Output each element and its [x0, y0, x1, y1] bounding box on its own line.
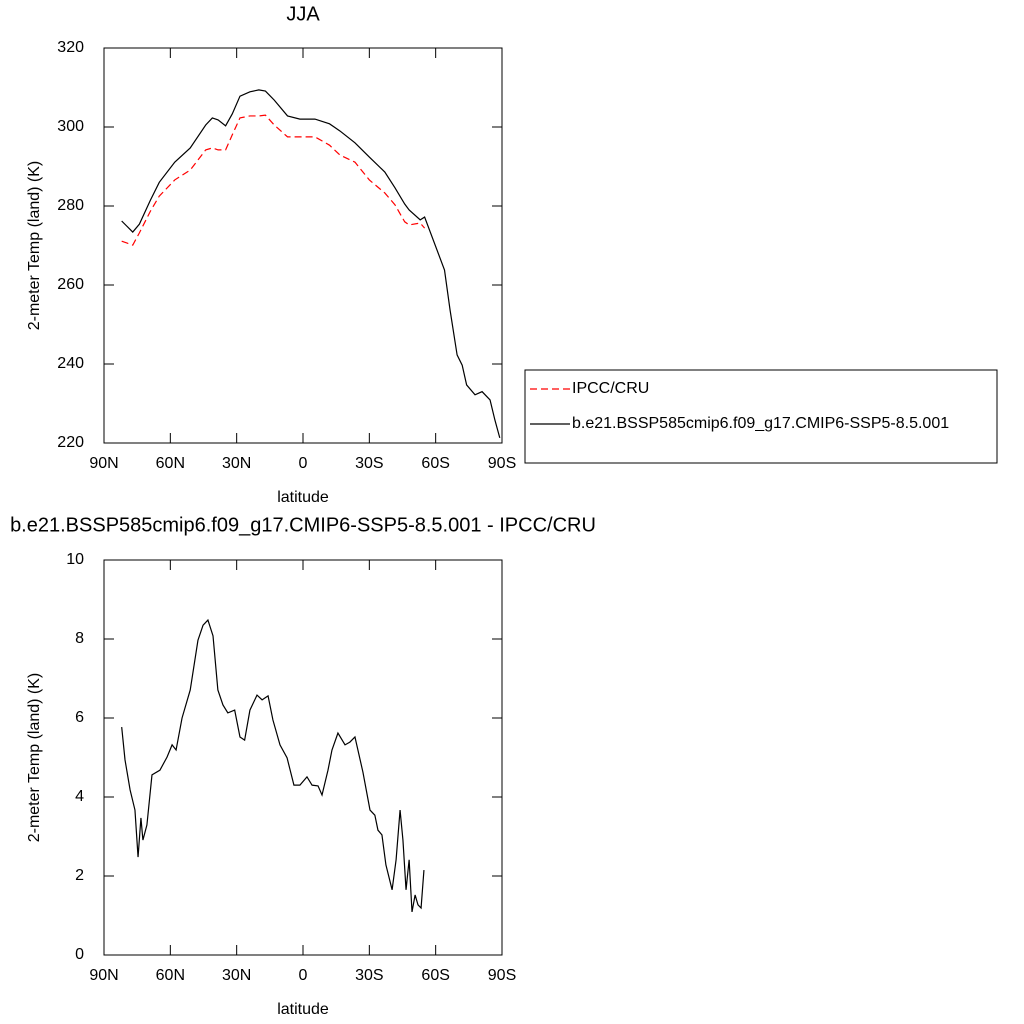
- y-tick-label: 300: [57, 118, 84, 135]
- y-tick-label: 220: [57, 434, 84, 451]
- legend-label: b.e21.BSSP585cmip6.f09_g17.CMIP6-SSP5-8.…: [572, 415, 949, 432]
- y-tick-label: 260: [57, 276, 84, 293]
- x-tick-label: 30N: [222, 455, 251, 472]
- plot-frame: [103, 559, 503, 956]
- data-line: [121, 618, 425, 913]
- data-line: [121, 114, 426, 246]
- x-tick-label: 60S: [421, 967, 449, 984]
- y-tick-label: 280: [57, 197, 84, 214]
- y-tick-label: 10: [66, 551, 84, 568]
- y-tick-label: 320: [57, 39, 84, 56]
- x-axis-label: latitude: [277, 1001, 329, 1018]
- x-tick-label: 60S: [421, 455, 449, 472]
- y-axis-label: 2-meter Temp (land) (K): [26, 161, 43, 331]
- y-tick-label: 4: [75, 788, 84, 805]
- x-tick-label: 90S: [488, 967, 516, 984]
- x-axis-label: latitude: [277, 489, 329, 506]
- x-tick-label: 90N: [89, 967, 118, 984]
- legend-label: IPCC/CRU: [572, 380, 649, 397]
- y-tick-label: 8: [75, 630, 84, 647]
- x-tick-label: 60N: [156, 455, 185, 472]
- legend-box: [524, 369, 998, 464]
- x-tick-label: 30N: [222, 967, 251, 984]
- x-tick-label: 90N: [89, 455, 118, 472]
- data-line: [121, 89, 501, 439]
- y-tick-label: 6: [75, 709, 84, 726]
- chart-title: b.e21.BSSP585cmip6.f09_g17.CMIP6-SSP5-8.…: [10, 514, 596, 536]
- chart-title: JJA: [286, 3, 320, 25]
- x-tick-label: 60N: [156, 967, 185, 984]
- x-tick-label: 0: [299, 455, 308, 472]
- x-tick-label: 0: [299, 967, 308, 984]
- plot-frame: [103, 47, 503, 444]
- y-tick-label: 0: [75, 946, 84, 963]
- y-tick-label: 240: [57, 355, 84, 372]
- y-tick-label: 2: [75, 867, 84, 884]
- x-tick-label: 90S: [488, 455, 516, 472]
- y-axis-label: 2-meter Temp (land) (K): [26, 673, 43, 843]
- x-tick-label: 30S: [355, 455, 383, 472]
- x-tick-label: 30S: [355, 967, 383, 984]
